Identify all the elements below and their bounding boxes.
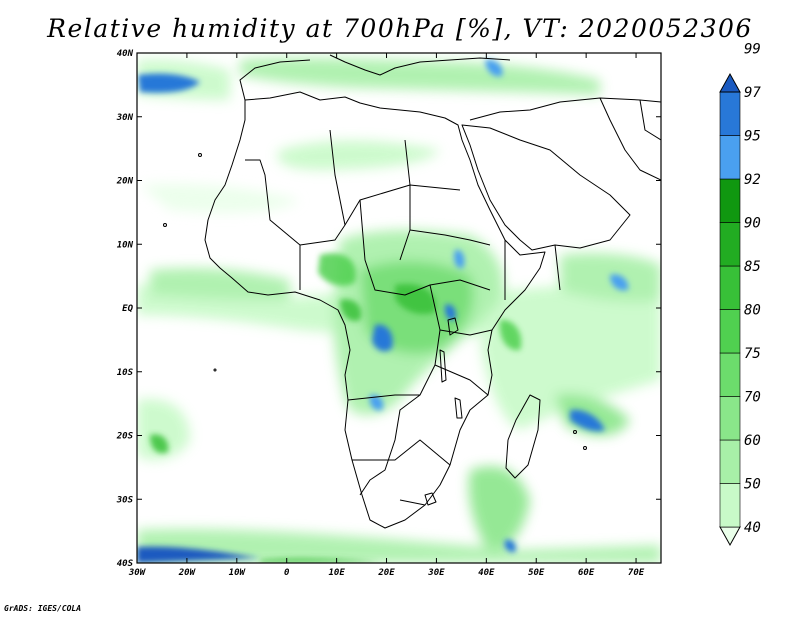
lon-tick-label: 30W <box>128 568 147 578</box>
lat-tick-label: 40N <box>117 49 134 59</box>
colorbar-level-label: 90 <box>744 216 761 232</box>
colorbar-level-label: 92 <box>744 172 761 188</box>
coastlines <box>163 54 661 529</box>
lat-tick-label: 10N <box>117 240 134 250</box>
colorbar-swatch <box>719 439 741 484</box>
lat-tick-label: 20S <box>116 432 134 442</box>
madagascar-coastline <box>505 394 541 479</box>
colorbar-swatch <box>719 352 741 397</box>
colorbar-level-label: 85 <box>744 259 761 275</box>
africa-coastline <box>204 91 546 529</box>
colorbar-swatch <box>719 396 741 441</box>
longitude-axis: 30W 20W 10W 0 10E 20E 30E 40E 50E 60E 70E <box>128 53 645 578</box>
colorbar-swatch <box>719 135 741 180</box>
colorbar-min-triangle <box>719 526 741 547</box>
colorbar-swatch <box>719 265 741 310</box>
colorbar: 40 50 60 70 75 80 85 90 92 95 97 99 <box>719 42 761 547</box>
colorbar-swatch <box>719 222 741 267</box>
humidity-field <box>137 57 661 563</box>
colorbar-max-triangle <box>719 72 741 93</box>
credit-text: GrADS: IGES/COLA <box>4 604 82 613</box>
colorbar-level-label: 60 <box>744 433 761 449</box>
colorbar-level-label: 50 <box>744 477 761 493</box>
lon-tick-label: 10E <box>328 568 345 578</box>
lon-tick-label: 0 <box>284 568 290 578</box>
colorbar-level-label: 97 <box>744 85 761 101</box>
colorbar-level-label: 80 <box>744 303 761 319</box>
lon-tick-label: 60E <box>578 568 595 578</box>
colorbar-level-label: 40 <box>744 520 761 536</box>
colorbar-level-label: 99 <box>744 42 761 58</box>
colorbar-level-label: 75 <box>744 346 761 362</box>
colorbar-level-label: 95 <box>744 129 761 145</box>
colorbar-swatch <box>719 309 741 354</box>
lat-tick-label: 30N <box>116 113 134 123</box>
lat-tick-label: 20N <box>116 177 134 187</box>
lon-tick-label: 70E <box>628 568 645 578</box>
chart-title: Relative humidity at 700hPa [%], VT: 202… <box>47 14 753 43</box>
lon-tick-label: 30E <box>427 568 445 578</box>
lat-tick-label: 10S <box>117 368 134 378</box>
lat-tick-label: 30S <box>116 495 134 505</box>
colorbar-level-label: 70 <box>744 390 761 406</box>
arabia-coastline <box>461 124 631 251</box>
lat-tick-label: 40S <box>117 559 134 569</box>
lon-tick-label: 40E <box>478 568 495 578</box>
lon-tick-label: 10W <box>229 568 247 578</box>
colorbar-swatch <box>719 178 741 223</box>
lon-tick-label: 20W <box>178 568 197 578</box>
latitude-axis: 40N 30N 20N 10N EQ 10S 20S 30S 40S <box>116 49 661 569</box>
lon-tick-label: 50E <box>528 568 545 578</box>
colorbar-swatch <box>719 91 741 136</box>
colorbar-swatch <box>719 483 741 528</box>
lat-tick-label: EQ <box>122 304 133 314</box>
lon-tick-label: 20E <box>377 568 395 578</box>
